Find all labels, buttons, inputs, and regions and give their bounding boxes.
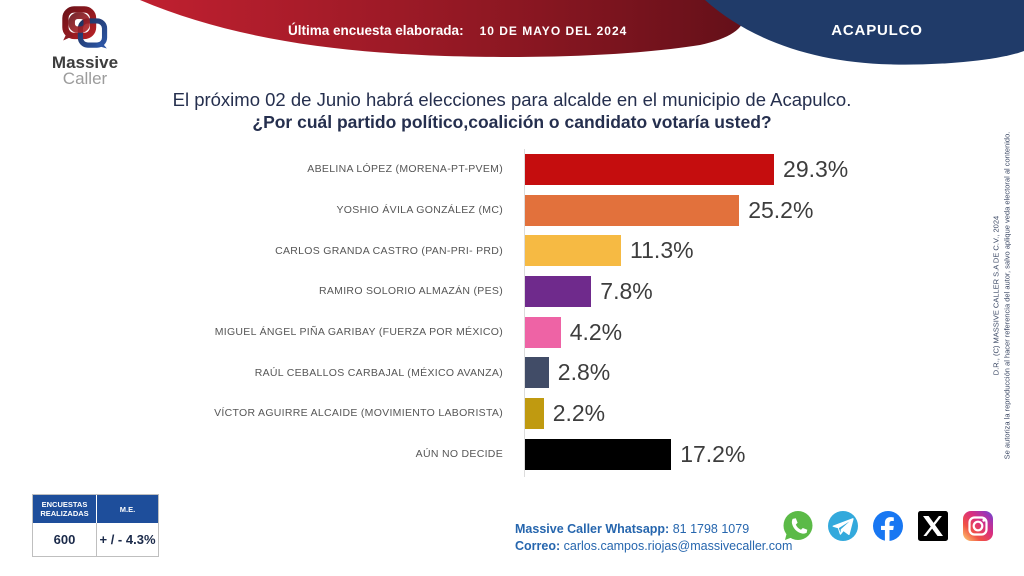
candidate-label: RAÚL CEBALLOS CARBAJAL (MÉXICO AVANZA) xyxy=(254,366,503,379)
navy-dome-shape xyxy=(705,0,1024,65)
question-line2: ¿Por cuál partido político,coalición o c… xyxy=(252,112,772,132)
email-address[interactable]: carlos.campos.riojas@massivecaller.com xyxy=(560,539,793,553)
logo-text-caller: Caller xyxy=(62,69,108,88)
copyright-line2: Se autoriza la reproducción al hacer ref… xyxy=(1002,131,1011,460)
bar-value-label: 2.8% xyxy=(557,359,611,386)
header-ribbons xyxy=(140,0,1024,65)
stats-value-me: + / - 4.3% xyxy=(99,532,156,547)
sample-stats-table: ENCUESTAS REALIZADAS M.E. 600 + / - 4.3% xyxy=(32,494,159,557)
chart-row: MIGUEL ÁNGEL PIÑA GARIBAY (FUERZA POR MÉ… xyxy=(150,312,890,353)
bar xyxy=(525,316,561,348)
chart-row: AÚN NO DECIDE 17.2% xyxy=(150,434,890,475)
candidate-label: RAMIRO SOLORIO ALMAZÁN (PES) xyxy=(318,285,503,298)
contact-whatsapp-line: Massive Caller Whatsapp: 81 1798 1079 xyxy=(515,521,792,538)
x-icon[interactable] xyxy=(917,510,949,542)
question-line1: El próximo 02 de Junio habrá elecciones … xyxy=(172,89,852,110)
bar-area: 2.2% xyxy=(525,397,606,429)
chart-row: YOSHIO ÁVILA GONZÁLEZ (MC) 25.2% xyxy=(150,190,890,231)
stats-table-header: ENCUESTAS REALIZADAS M.E. xyxy=(33,495,158,523)
bar-value-label: 2.2% xyxy=(552,399,606,426)
poll-bar-chart: ABELINA LÓPEZ (MORENA-PT-PVEM) 29.3% YOSHI… xyxy=(150,149,890,477)
bar-value-label: 7.8% xyxy=(600,277,653,304)
bar-area: 2.8% xyxy=(525,357,611,389)
bar-value-label: 29.3% xyxy=(783,155,849,182)
stats-header-me: M.E. xyxy=(119,504,136,514)
bar-value-label: 4.2% xyxy=(569,318,623,345)
social-icons-row xyxy=(782,510,994,542)
bar-area: 25.2% xyxy=(525,194,814,226)
bar-area: 17.2% xyxy=(525,438,746,470)
chart-row: RAMIRO SOLORIO ALMAZÁN (PES) 7.8% xyxy=(150,271,890,312)
bar-value-label: 17.2% xyxy=(680,440,746,467)
banner-label: Última encuesta elaborada: xyxy=(288,23,464,38)
region-title: ACAPULCO xyxy=(831,22,923,39)
chart-row: VÍCTOR AGUIRRE ALCAIDE (MOVIMIENTO LABOR… xyxy=(150,393,890,434)
stats-value-encuestas: 600 xyxy=(33,523,97,556)
chart-rows: ABELINA LÓPEZ (MORENA-PT-PVEM) 29.3% YOSHI… xyxy=(150,149,890,475)
contact-block: Massive Caller Whatsapp: 81 1798 1079 Co… xyxy=(515,521,792,555)
candidate-label: MIGUEL ÁNGEL PIÑA GARIBAY (FUERZA POR MÉ… xyxy=(214,326,503,339)
massive-caller-logo: Massive Caller xyxy=(30,6,140,87)
bar xyxy=(525,194,740,226)
whatsapp-label: Massive Caller Whatsapp: xyxy=(515,522,670,536)
red-ribbon-shape xyxy=(140,0,745,57)
stats-header-encuestas: ENCUESTAS REALIZADAS xyxy=(33,495,97,523)
bar-value-label: 25.2% xyxy=(748,196,814,223)
bar xyxy=(525,235,622,267)
candidate-label: ABELINA LÓPEZ (MORENA-PT-PVEM) xyxy=(307,163,503,176)
copyright-line1: D.R., (C) MASSIVE CALLER S.A DE C.V., 20… xyxy=(991,215,1001,376)
question-title: El próximo 02 de Junio habrá elecciones … xyxy=(112,88,912,133)
bar xyxy=(525,438,672,470)
whatsapp-icon[interactable] xyxy=(782,510,814,542)
telegram-icon[interactable] xyxy=(827,510,859,542)
facebook-icon[interactable] xyxy=(872,510,904,542)
candidate-label: YOSHIO ÁVILA GONZÁLEZ (MC) xyxy=(336,204,503,217)
bar xyxy=(525,153,775,185)
banner-date: 10 DE MAYO DEL 2024 xyxy=(479,24,628,38)
bar-area: 4.2% xyxy=(525,316,623,348)
bar xyxy=(525,275,592,307)
copyright-note: D.R., (C) MASSIVE CALLER S.A DE C.V., 20… xyxy=(992,96,1013,496)
bar xyxy=(525,357,549,389)
last-survey-banner: Última encuesta elaborada: 10 DE MAYO DE… xyxy=(288,23,627,38)
chart-row: ABELINA LÓPEZ (MORENA-PT-PVEM) 29.3% xyxy=(150,149,890,190)
bar-area: 11.3% xyxy=(525,235,694,267)
logo-text-massive: Massive xyxy=(51,53,119,72)
whatsapp-number[interactable]: 81 1798 1079 xyxy=(669,522,750,536)
logo-bubbles-icon xyxy=(62,6,108,49)
contact-email-line: Correo: carlos.campos.riojas@massivecall… xyxy=(515,538,792,555)
bar-value-label: 11.3% xyxy=(630,237,694,264)
bar-area: 7.8% xyxy=(525,275,653,307)
stats-table-body: 600 + / - 4.3% xyxy=(33,523,158,556)
bar-area: 29.3% xyxy=(525,153,849,185)
candidate-label: VÍCTOR AGUIRRE ALCAIDE (MOVIMIENTO LABOR… xyxy=(214,407,503,420)
chart-row: RAÚL CEBALLOS CARBAJAL (MÉXICO AVANZA) 2.… xyxy=(150,352,890,393)
email-label: Correo: xyxy=(515,539,561,553)
instagram-icon[interactable] xyxy=(962,510,994,542)
bar xyxy=(525,397,544,429)
chart-axis-line xyxy=(524,149,525,477)
candidate-label: AÚN NO DECIDE xyxy=(415,448,503,461)
chart-row: CARLOS GRANDA CASTRO (PAN-PRI- PRD) 11.3% xyxy=(150,230,890,271)
candidate-label: CARLOS GRANDA CASTRO (PAN-PRI- PRD) xyxy=(275,244,503,257)
